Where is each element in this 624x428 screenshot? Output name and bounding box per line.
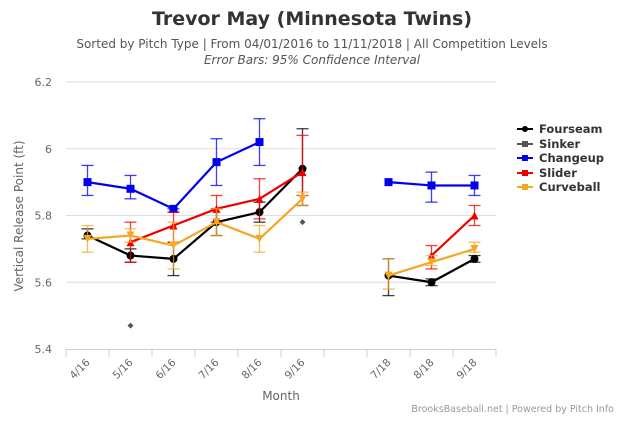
data-point — [255, 138, 264, 147]
legend-marker — [522, 126, 528, 133]
legend-item-fourseam[interactable]: Fourseam — [517, 122, 604, 137]
legend-item-slider[interactable]: Slider — [517, 166, 604, 181]
data-point — [126, 184, 135, 193]
legend-label: Fourseam — [539, 122, 603, 137]
x-tick-label: 8/18 — [411, 357, 436, 382]
legend-symbol-icon — [517, 182, 533, 192]
legend-item-changeup[interactable]: Changeup — [517, 151, 604, 166]
data-point — [299, 219, 306, 226]
chart-title: Trevor May (Minnesota Twins) — [151, 8, 473, 30]
legend-marker — [522, 184, 528, 191]
series-line — [87, 198, 304, 247]
series-line — [87, 168, 304, 260]
legend-label: Sinker — [539, 136, 581, 151]
data-point — [470, 211, 479, 220]
data-point — [127, 322, 134, 329]
y-tick-label: 6 — [45, 143, 52, 156]
legend-symbol-icon — [517, 168, 533, 178]
legend-symbol-icon — [517, 139, 533, 149]
x-axis-label: Month — [262, 389, 300, 403]
data-point — [470, 254, 479, 263]
x-tick-label: 8/16 — [239, 356, 264, 381]
data-point — [169, 204, 178, 213]
data-point — [126, 231, 135, 240]
error-bar — [296, 134, 309, 197]
legend-label: Curveball — [539, 180, 601, 195]
series-line — [87, 141, 260, 210]
data-point — [384, 271, 393, 280]
y-tick-label: 5.6 — [35, 276, 53, 289]
legend-symbol-icon — [517, 124, 533, 134]
chart-error-bar-note: Error Bars: 95% Confidence Interval — [203, 53, 421, 67]
x-tick-label: 7/18 — [368, 357, 393, 382]
legend-item-curveball[interactable]: Curveball — [517, 180, 604, 195]
series-fourseam — [81, 128, 481, 297]
data-point — [298, 194, 307, 203]
series-changeup — [81, 118, 481, 213]
data-point — [298, 168, 307, 177]
credits: BrooksBaseball.net | Powered by Pitch In… — [411, 404, 614, 415]
x-tick-label: 9/16 — [282, 356, 307, 381]
data-point — [212, 218, 221, 227]
data-point — [384, 178, 393, 187]
data-point — [83, 178, 92, 187]
series-curveball — [81, 191, 481, 290]
y-tick-label: 5.8 — [35, 210, 53, 223]
data-point — [470, 244, 479, 253]
x-tick-label: 4/16 — [67, 356, 92, 381]
x-tick-label: 5/16 — [110, 356, 135, 381]
y-axis-ticks: 5.4 5.6 5.8 6 6.2 — [35, 76, 53, 356]
legend-item-sinker[interactable]: Sinker — [517, 137, 604, 152]
legend-marker — [522, 169, 528, 176]
data-point — [427, 181, 436, 190]
data-point — [212, 158, 221, 167]
x-tick-label: 6/16 — [153, 356, 178, 381]
chart-subtitle: Sorted by Pitch Type | From 04/01/2016 t… — [76, 37, 548, 51]
data-point — [470, 181, 479, 190]
data-point — [169, 241, 178, 250]
data-point — [255, 234, 264, 243]
x-axis: 4/16 5/16 6/16 7/16 8/16 9/16 7/18 8/18 9/18 — [65, 349, 497, 382]
y-axis-label: Vertical Release Point (ft) — [12, 140, 26, 291]
y-tick-label: 6.2 — [35, 76, 53, 89]
legend: Fourseam Sinker Changeup Slider Curveball — [517, 122, 604, 195]
legend-marker — [522, 155, 528, 162]
series-sinker — [127, 219, 306, 329]
legend-label: Changeup — [539, 151, 605, 166]
legend-label: Slider — [539, 165, 577, 180]
x-tick-label: 9/18 — [454, 357, 479, 382]
legend-marker — [522, 140, 528, 147]
series-line — [430, 214, 476, 257]
series-group — [81, 118, 481, 329]
data-point — [427, 278, 436, 287]
x-tick-label: 7/16 — [196, 356, 221, 381]
y-tick-label: 5.4 — [35, 343, 53, 356]
data-point — [255, 194, 264, 203]
data-point — [427, 258, 436, 267]
legend-symbol-icon — [517, 153, 533, 163]
data-point — [83, 234, 92, 243]
